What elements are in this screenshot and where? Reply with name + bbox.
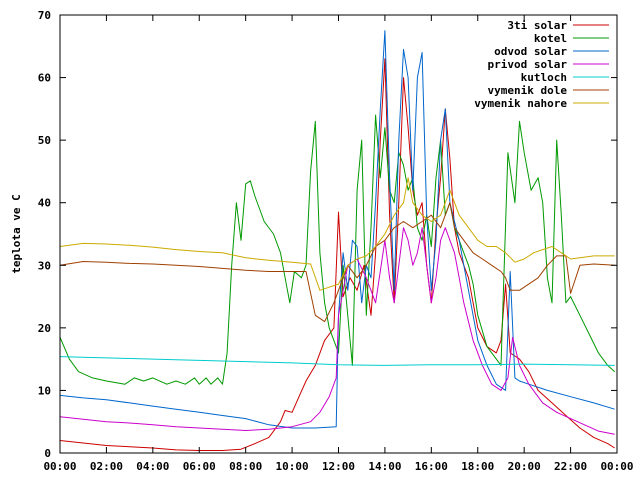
y-axis-label: teplota ve C xyxy=(10,194,23,273)
y-tick-label-5: 50 xyxy=(38,134,51,147)
series-line-6 xyxy=(59,177,615,291)
x-tick-label-6: 12:00 xyxy=(322,460,355,473)
x-tick-label-10: 20:00 xyxy=(508,460,541,473)
y-tick-label-4: 40 xyxy=(38,197,51,210)
x-tick-label-9: 18:00 xyxy=(461,460,494,473)
series-line-2 xyxy=(59,30,615,429)
series-line-0 xyxy=(59,58,615,451)
x-tick-label-1: 02:00 xyxy=(90,460,123,473)
legend-label-0: 3ti solar xyxy=(507,19,567,32)
y-tick-label-0: 0 xyxy=(44,447,51,460)
x-tick-label-4: 08:00 xyxy=(229,460,262,473)
series-line-5 xyxy=(59,202,615,323)
y-tick-label-3: 30 xyxy=(38,259,51,272)
y-tick-label-6: 60 xyxy=(38,72,51,85)
y-tick-label-2: 20 xyxy=(38,322,51,335)
y-tick-label-7: 70 xyxy=(38,9,51,22)
x-tick-label-8: 16:00 xyxy=(415,460,448,473)
x-tick-label-11: 22:00 xyxy=(554,460,587,473)
legend-label-5: vymenik dole xyxy=(488,84,568,97)
x-tick-label-5: 10:00 xyxy=(276,460,309,473)
legend-label-4: kutloch xyxy=(521,71,567,84)
series-line-3 xyxy=(59,227,615,435)
x-tick-label-12: 00:00 xyxy=(600,460,633,473)
x-tick-label-7: 14:00 xyxy=(368,460,401,473)
legend-label-6: vymenik nahore xyxy=(474,97,567,110)
ticks-layer: 00:00 02:00 04:00 06:00 08:00 10:00 12:00 14:00… xyxy=(38,9,634,473)
x-tick-label-0: 00:00 xyxy=(43,460,76,473)
legend-label-1: kotel xyxy=(534,32,567,45)
x-tick-label-3: 06:00 xyxy=(183,460,216,473)
series-line-4 xyxy=(59,356,615,366)
series-layer xyxy=(59,30,616,451)
legend-label-2: odvod solar xyxy=(494,45,567,58)
x-tick-label-2: 04:00 xyxy=(136,460,169,473)
legend-label-3: privod solar xyxy=(488,58,568,71)
y-tick-label-1: 10 xyxy=(38,384,51,397)
